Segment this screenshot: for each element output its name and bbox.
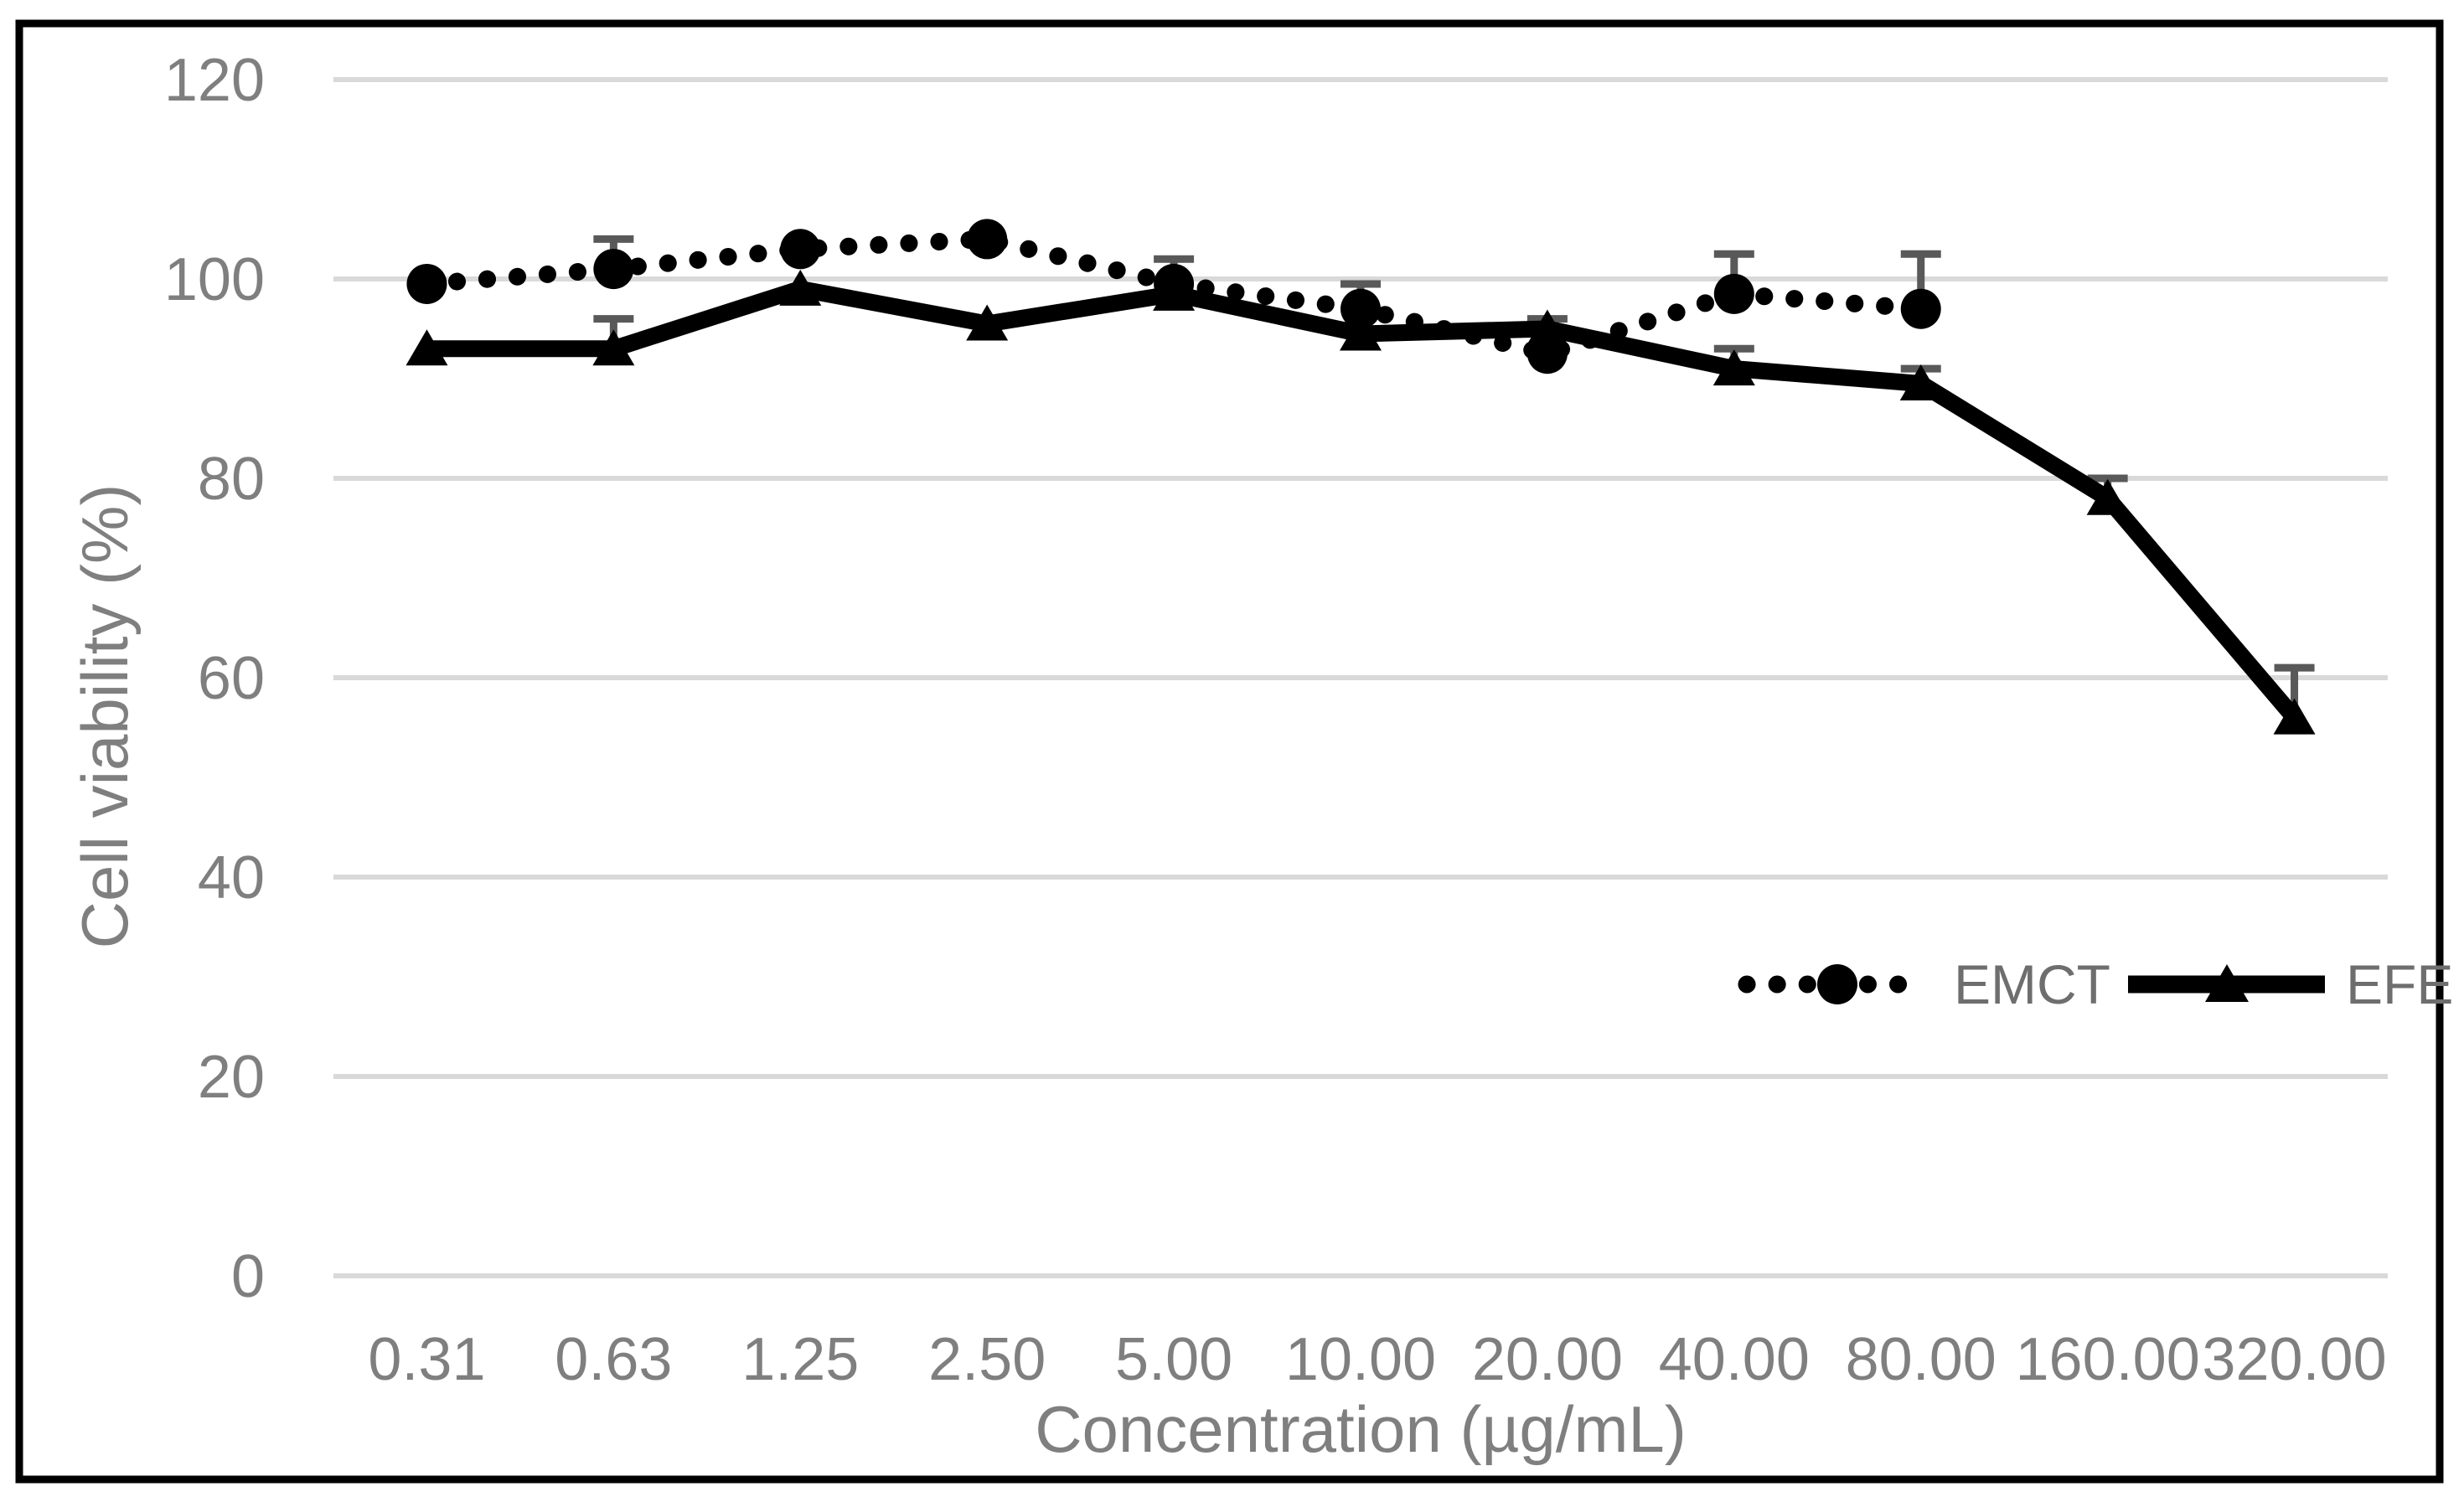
y-tick-label: 120 (164, 47, 265, 114)
marker-efe-0.31 (406, 329, 448, 366)
y-tick-label: 0 (231, 1243, 265, 1310)
marker-efe-0.63 (592, 329, 635, 366)
x-tick-label: 0.31 (368, 1326, 485, 1393)
marker-emct-1.25 (780, 229, 821, 270)
series-line-efe (426, 280, 2301, 724)
marker-efe-320.00 (2273, 698, 2316, 735)
marker-emct-40.00 (1713, 273, 1754, 314)
marker-emct-5.00 (1154, 263, 1195, 304)
legend-marker-emct-circle (1817, 964, 1857, 1004)
marker-efe-80.00 (1899, 364, 1942, 400)
y-tick-label: 100 (164, 246, 265, 313)
x-tick-label: 80.00 (1846, 1326, 1997, 1393)
x-tick-label: 160.00 (2016, 1326, 2200, 1393)
legend-label-efe: EFE (2346, 953, 2453, 1015)
x-tick-label: 10.00 (1285, 1326, 1436, 1393)
x-tick-label: 5.00 (1115, 1326, 1232, 1393)
y-tick-label: 60 (198, 645, 265, 712)
marker-emct-0.31 (406, 263, 447, 304)
x-tick-label: 320.00 (2202, 1326, 2386, 1393)
marker-emct-20.00 (1526, 333, 1568, 374)
figure-border (15, 19, 2444, 1484)
marker-efe-10.00 (1340, 314, 1382, 351)
y-axis-title: Cell viability (%) (68, 484, 142, 949)
y-tick-label: 20 (198, 1044, 265, 1111)
marker-efe-40.00 (1712, 349, 1755, 386)
marker-emct-0.63 (593, 249, 634, 290)
legend: EMCT EFE (1738, 953, 2453, 1015)
x-tick-label: 20.00 (1472, 1326, 1623, 1393)
marker-efe-2.50 (966, 304, 1009, 341)
x-tick-label: 1.25 (741, 1326, 859, 1393)
marker-efe-160.00 (2086, 478, 2129, 515)
x-tick-label: 40.00 (1659, 1326, 1810, 1393)
marker-emct-10.00 (1340, 288, 1381, 329)
marker-emct-80.00 (1900, 288, 1941, 329)
y-tick-label: 80 (198, 446, 265, 513)
legend-label-emct: EMCT (1954, 953, 2110, 1015)
x-tick-label: 0.63 (555, 1326, 672, 1393)
x-tick-label: 2.50 (928, 1326, 1046, 1393)
marker-emct-2.50 (967, 219, 1008, 260)
marker-efe-1.25 (779, 269, 822, 306)
y-tick-label: 40 (198, 844, 265, 911)
legend-marker-efe-triangle (2205, 964, 2249, 1002)
marker-efe-20.00 (1526, 309, 1568, 346)
x-axis-title: Concentration (µg/mL) (1035, 1392, 1687, 1466)
